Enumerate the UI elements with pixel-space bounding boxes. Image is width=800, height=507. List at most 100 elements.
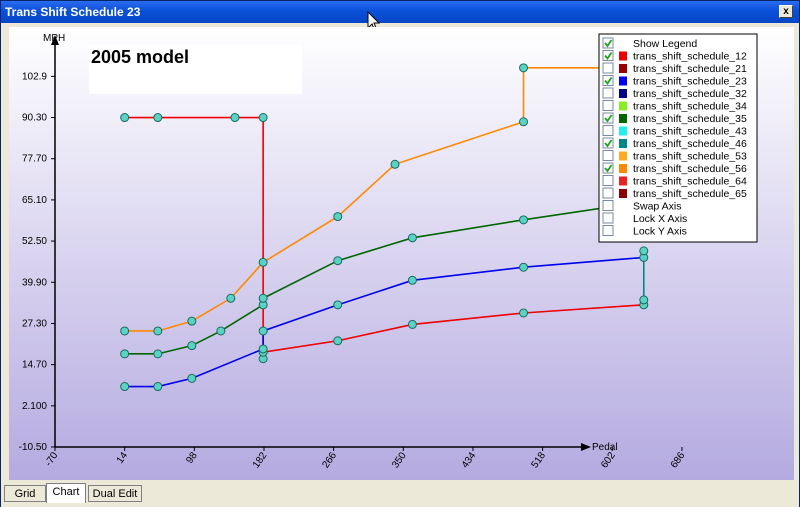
check-icon (604, 164, 613, 173)
legend-color-swatch (619, 176, 627, 186)
legend-checkbox[interactable] (602, 125, 614, 136)
x-tick-label: 98 (184, 450, 200, 466)
legend-checkbox[interactable] (602, 87, 614, 99)
check-icon (604, 52, 613, 61)
data-point[interactable] (407, 233, 417, 243)
tab-strip: Grid Chart Dual Edit (1, 483, 799, 507)
data-point[interactable] (333, 256, 343, 266)
legend-checkbox[interactable] (602, 112, 614, 124)
annotation-box (89, 45, 302, 94)
series-line (124, 256, 644, 388)
data-point[interactable] (120, 382, 130, 392)
data-point[interactable] (153, 326, 163, 336)
legend-label: trans_shift_schedule_46 (633, 138, 747, 150)
legend-label: Show Legend (633, 38, 697, 50)
data-point[interactable] (407, 319, 417, 329)
legend-color-swatch (619, 101, 627, 111)
data-point[interactable] (258, 326, 268, 336)
legend-label: trans_shift_schedule_56 (633, 163, 747, 175)
data-point[interactable] (187, 316, 197, 326)
x-axis-arrow-icon (581, 443, 591, 451)
data-point[interactable] (120, 113, 130, 123)
x-tick-label: 14 (115, 450, 131, 466)
data-point[interactable] (230, 113, 240, 123)
data-point[interactable] (407, 275, 417, 285)
legend-label: trans_shift_schedule_34 (633, 101, 747, 113)
data-point[interactable] (519, 308, 529, 318)
y-tick-label: 2.100 (22, 401, 47, 412)
data-point[interactable] (120, 326, 130, 336)
x-tick-label: 686 (669, 450, 688, 470)
legend-label: trans_shift_schedule_35 (633, 113, 747, 125)
y-tick-label: 39.90 (22, 277, 47, 288)
legend-checkbox[interactable] (602, 225, 614, 236)
legend: Show Legendtrans_shift_schedule_12trans_… (598, 33, 758, 243)
chart-panel[interactable]: 2005 model 102.9 90.30 77.70 65.10 52.50 39.9… (9, 27, 794, 480)
legend-color-swatch (619, 64, 627, 73)
check-icon (604, 139, 613, 148)
y-tick-label: 27.30 (22, 318, 47, 329)
legend-label: Swap Axis (633, 201, 681, 213)
legend-checkbox[interactable] (602, 212, 614, 224)
x-axis-label: Pedal (592, 442, 618, 453)
legend-label: trans_shift_schedule_65 (633, 188, 747, 200)
data-point[interactable] (153, 349, 163, 359)
data-point[interactable] (187, 341, 197, 351)
data-point[interactable] (333, 300, 343, 310)
data-point[interactable] (333, 212, 343, 222)
tab-dual-edit[interactable]: Dual Edit (88, 485, 142, 502)
data-point[interactable] (120, 349, 130, 359)
tab-grid[interactable]: Grid (4, 485, 46, 502)
legend-checkbox[interactable] (602, 62, 614, 74)
legend-checkbox[interactable] (602, 75, 614, 86)
legend-checkbox[interactable] (602, 162, 614, 174)
data-point[interactable] (216, 326, 226, 336)
legend-color-swatch (619, 139, 627, 148)
check-icon (604, 39, 613, 48)
data-point[interactable] (258, 293, 268, 303)
legend-checkbox[interactable] (602, 137, 614, 149)
y-tick-label: 90.30 (22, 113, 47, 124)
x-tick-label: 518 (529, 450, 548, 470)
check-icon (604, 77, 613, 86)
close-button[interactable]: x (779, 5, 793, 18)
title-bar[interactable]: Trans Shift Schedule 23 x (1, 1, 799, 23)
data-point[interactable] (390, 159, 400, 169)
legend-checkbox[interactable] (602, 150, 614, 161)
legend-checkbox[interactable] (602, 50, 614, 61)
legend-checkbox[interactable] (602, 37, 614, 49)
data-point[interactable] (153, 113, 163, 123)
series-line (124, 116, 644, 359)
data-point[interactable] (333, 336, 343, 346)
data-point[interactable] (519, 117, 529, 127)
data-point[interactable] (258, 344, 268, 354)
legend-color-swatch (619, 151, 627, 161)
data-point[interactable] (187, 373, 197, 383)
shift-schedule-chart[interactable]: 2005 model 102.9 90.30 77.70 65.10 52.50 39.9… (9, 27, 794, 480)
data-point[interactable] (153, 382, 163, 392)
legend-label: trans_shift_schedule_43 (633, 126, 747, 138)
data-point[interactable] (639, 246, 649, 256)
data-point[interactable] (258, 113, 268, 123)
data-point[interactable] (639, 295, 649, 305)
window-title: Trans Shift Schedule 23 (5, 5, 141, 19)
legend-checkbox[interactable] (602, 175, 614, 186)
legend-label: trans_shift_schedule_53 (633, 151, 747, 163)
x-tick-label: 350 (390, 450, 409, 470)
data-point[interactable] (519, 215, 529, 225)
y-axis-arrow-icon (51, 35, 59, 45)
y-tick-label: 102.9 (22, 71, 47, 82)
tab-chart[interactable]: Chart (46, 483, 86, 503)
y-tick-label: 65.10 (22, 195, 47, 206)
y-tick-label: 52.50 (22, 236, 47, 247)
data-point[interactable] (519, 63, 529, 73)
legend-label: trans_shift_schedule_23 (633, 76, 747, 88)
data-point[interactable] (258, 257, 268, 267)
data-point[interactable] (519, 262, 529, 272)
legend-checkbox[interactable] (602, 200, 614, 211)
legend-checkbox[interactable] (602, 100, 614, 111)
legend-checkbox[interactable] (602, 187, 614, 199)
data-point[interactable] (226, 293, 236, 303)
legend-color-swatch (619, 164, 627, 173)
legend-color-swatch (619, 126, 627, 136)
